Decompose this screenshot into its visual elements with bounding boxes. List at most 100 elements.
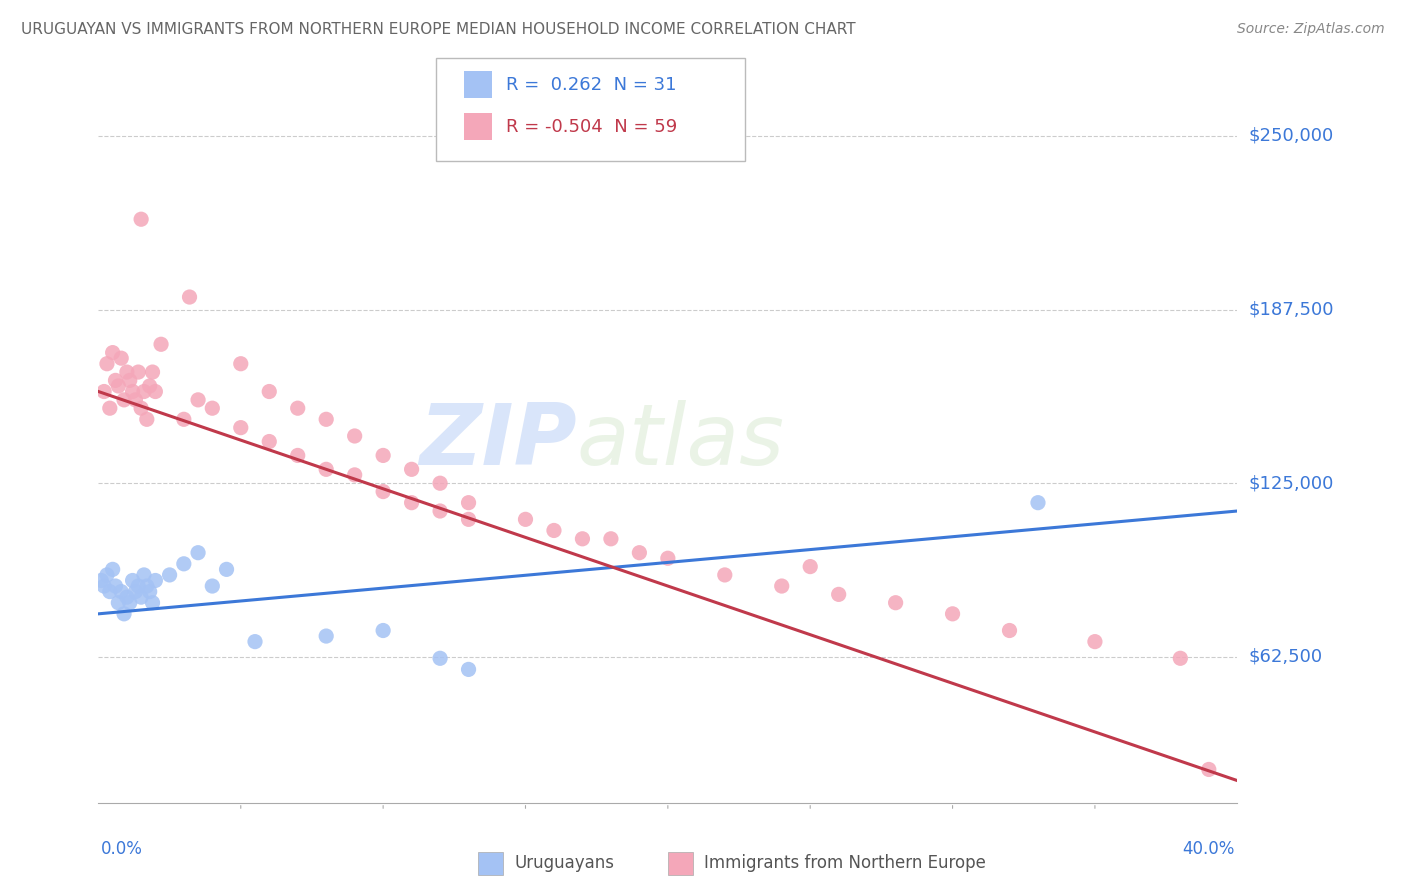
Point: [98, 401, 121, 416]
Point: [112, 392, 135, 407]
Point: [429, 504, 451, 518]
Text: $250,000: $250,000: [1249, 127, 1334, 145]
Point: [187, 546, 209, 560]
Point: [101, 562, 124, 576]
Point: [115, 590, 138, 604]
Point: [132, 384, 155, 399]
Point: [229, 357, 252, 371]
Point: [179, 290, 201, 304]
Point: [129, 401, 152, 416]
Point: [135, 412, 157, 426]
Point: [1170, 651, 1192, 665]
Point: [243, 634, 266, 648]
Text: 0.0%: 0.0%: [101, 840, 143, 858]
Point: [173, 412, 195, 426]
Text: ZIP: ZIP: [419, 400, 576, 483]
Point: [229, 420, 252, 434]
Point: [373, 624, 395, 638]
Point: [127, 579, 149, 593]
Point: [129, 590, 152, 604]
Point: [110, 351, 132, 366]
Point: [110, 584, 132, 599]
Text: $62,500: $62,500: [1249, 648, 1323, 666]
Point: [259, 434, 281, 449]
Text: R = -0.504  N = 59: R = -0.504 N = 59: [506, 118, 678, 136]
Point: [96, 568, 118, 582]
Point: [373, 449, 395, 463]
Point: [401, 462, 423, 476]
Point: [129, 212, 152, 227]
Point: [141, 596, 163, 610]
Point: [107, 379, 129, 393]
Point: [714, 568, 737, 582]
Point: [942, 607, 965, 621]
Point: [104, 373, 127, 387]
Point: [98, 584, 121, 599]
Point: [1084, 634, 1107, 648]
Point: [187, 392, 209, 407]
Point: [141, 365, 163, 379]
Point: [799, 559, 821, 574]
Text: atlas: atlas: [576, 400, 785, 483]
Point: [150, 337, 173, 351]
Point: [118, 373, 141, 387]
Point: [828, 587, 851, 601]
Point: [315, 412, 337, 426]
Point: [135, 579, 157, 593]
Point: [1026, 496, 1049, 510]
Point: [215, 562, 238, 576]
Point: [132, 568, 155, 582]
Text: Immigrants from Northern Europe: Immigrants from Northern Europe: [704, 855, 986, 872]
Point: [138, 584, 160, 599]
Point: [101, 345, 124, 359]
Point: [112, 607, 135, 621]
Point: [457, 662, 479, 676]
Point: [118, 596, 141, 610]
Text: Uruguayans: Uruguayans: [515, 855, 614, 872]
Point: [1198, 763, 1220, 777]
Text: URUGUAYAN VS IMMIGRANTS FROM NORTHERN EUROPE MEDIAN HOUSEHOLD INCOME CORRELATION: URUGUAYAN VS IMMIGRANTS FROM NORTHERN EU…: [21, 22, 856, 37]
Text: 40.0%: 40.0%: [1182, 840, 1234, 858]
Point: [104, 579, 127, 593]
Point: [173, 557, 195, 571]
Point: [124, 584, 146, 599]
Point: [121, 384, 143, 399]
Text: Source: ZipAtlas.com: Source: ZipAtlas.com: [1237, 22, 1385, 37]
Point: [96, 357, 118, 371]
Point: [201, 579, 224, 593]
Point: [657, 551, 679, 566]
Point: [93, 384, 115, 399]
Point: [315, 629, 337, 643]
Point: [457, 512, 479, 526]
Point: [998, 624, 1021, 638]
Text: $187,500: $187,500: [1249, 301, 1334, 318]
Point: [628, 546, 651, 560]
Text: $125,000: $125,000: [1249, 475, 1334, 492]
Point: [343, 467, 366, 482]
Point: [145, 384, 167, 399]
Point: [457, 496, 479, 510]
Text: R =  0.262  N = 31: R = 0.262 N = 31: [506, 76, 676, 94]
Point: [429, 651, 451, 665]
Point: [159, 568, 181, 582]
Point: [115, 365, 138, 379]
Point: [600, 532, 623, 546]
Point: [124, 392, 146, 407]
Point: [138, 379, 160, 393]
Point: [201, 401, 224, 416]
Point: [543, 524, 565, 538]
Point: [429, 476, 451, 491]
Point: [373, 484, 395, 499]
Point: [145, 574, 167, 588]
Point: [259, 384, 281, 399]
Point: [287, 401, 309, 416]
Point: [884, 596, 907, 610]
Point: [287, 449, 309, 463]
Point: [343, 429, 366, 443]
Point: [127, 365, 149, 379]
Point: [315, 462, 337, 476]
Point: [107, 596, 129, 610]
Point: [515, 512, 537, 526]
Point: [571, 532, 593, 546]
Point: [121, 574, 143, 588]
